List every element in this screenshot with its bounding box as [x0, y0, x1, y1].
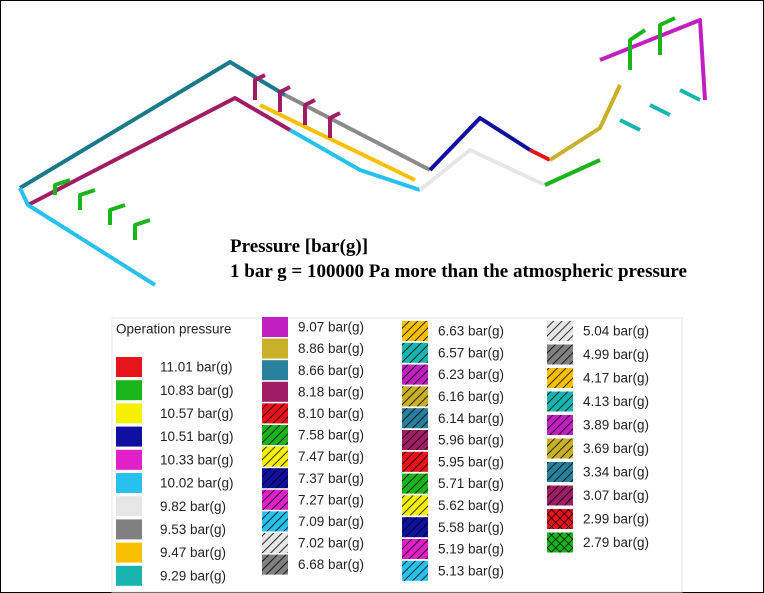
legend-swatch-pattern [547, 415, 573, 435]
legend-swatch [116, 450, 142, 470]
legend-label: 5.58 bar(g) [438, 520, 504, 535]
legend-swatch-pattern [402, 474, 428, 494]
legend-swatch-pattern [402, 430, 428, 450]
legend-swatch-pattern [262, 447, 288, 467]
legend-swatch [116, 566, 142, 586]
legend-label: 5.71 bar(g) [438, 476, 504, 491]
legend-label: 7.27 bar(g) [298, 492, 364, 507]
legend-swatch-pattern [547, 486, 573, 506]
legend-label: 4.17 bar(g) [583, 371, 649, 386]
legend-label: 3.69 bar(g) [583, 441, 649, 456]
legend-label: 6.14 bar(g) [438, 411, 504, 426]
legend-label: 9.47 bar(g) [160, 545, 226, 560]
annotation-note: 1 bar g = 100000 Pa more than the atmosp… [230, 261, 687, 282]
legend-swatch [116, 403, 142, 423]
legend-swatch [116, 357, 142, 377]
legend-label: 6.57 bar(g) [438, 345, 504, 360]
legend-label: 2.99 bar(g) [583, 512, 649, 527]
legend-swatch [262, 360, 288, 380]
legend-swatch-pattern [402, 495, 428, 515]
legend-title: Operation pressure [116, 322, 232, 337]
legend-swatch-pattern [262, 468, 288, 488]
legend-swatch-pattern [547, 345, 573, 365]
legend-label: 7.37 bar(g) [298, 471, 364, 486]
legend-swatch [116, 496, 142, 516]
legend-label: 5.96 bar(g) [438, 433, 504, 448]
legend-label: 6.23 bar(g) [438, 367, 504, 382]
legend-label: 6.63 bar(g) [438, 324, 504, 339]
legend-swatch-pattern [402, 539, 428, 559]
legend-swatch [116, 427, 142, 447]
legend-label: 5.95 bar(g) [438, 454, 504, 469]
legend-swatch-pattern [547, 321, 573, 341]
legend-label: 2.79 bar(g) [583, 535, 649, 550]
legend-swatch [262, 382, 288, 402]
legend-label: 7.58 bar(g) [298, 428, 364, 443]
legend-label: 5.13 bar(g) [438, 563, 504, 578]
legend-label: 3.34 bar(g) [583, 465, 649, 480]
legend-label: 6.68 bar(g) [298, 557, 364, 572]
legend-swatch-pattern [402, 452, 428, 472]
legend-label: 7.02 bar(g) [298, 536, 364, 551]
legend-label: 9.07 bar(g) [298, 320, 364, 335]
legend-swatch [116, 380, 142, 400]
legend-label: 3.07 bar(g) [583, 488, 649, 503]
legend-label: 10.33 bar(g) [160, 452, 234, 467]
legend-swatch [116, 473, 142, 493]
legend-swatch-pattern [262, 555, 288, 575]
legend-label: 9.29 bar(g) [160, 568, 226, 583]
legend-label: 4.99 bar(g) [583, 347, 649, 362]
legend-label: 5.19 bar(g) [438, 542, 504, 557]
legend-swatch-pattern [262, 490, 288, 510]
legend-swatch-pattern [402, 343, 428, 363]
legend-swatch-pattern [402, 321, 428, 341]
legend-label: 5.04 bar(g) [583, 324, 649, 339]
legend-swatch-pattern [402, 408, 428, 428]
legend-label: 3.89 bar(g) [583, 418, 649, 433]
legend-label: 9.82 bar(g) [160, 499, 226, 514]
legend-label: 10.57 bar(g) [160, 406, 234, 421]
legend-label: 7.47 bar(g) [298, 449, 364, 464]
legend-swatch-pattern [262, 533, 288, 553]
legend-swatch [262, 317, 288, 337]
legend-swatch-pattern [547, 462, 573, 482]
legend-label: 6.16 bar(g) [438, 389, 504, 404]
legend-swatch-pattern [262, 511, 288, 531]
legend-label: 11.01 bar(g) [160, 360, 233, 375]
legend-swatch-pattern [402, 386, 428, 406]
legend-label: 5.62 bar(g) [438, 498, 504, 513]
legend-swatch-pattern [547, 392, 573, 412]
legend-label: 4.13 bar(g) [583, 394, 649, 409]
legend-label: 8.18 bar(g) [298, 384, 364, 399]
legend-label: 8.10 bar(g) [298, 406, 364, 421]
legend-swatch-pattern [402, 561, 428, 581]
legend-label: 7.09 bar(g) [298, 514, 364, 529]
legend-label: 8.66 bar(g) [298, 363, 364, 378]
figure: Pressure [bar(g)] 1 bar g = 100000 Pa mo… [0, 0, 764, 593]
drawing-area [10, 8, 750, 298]
legend-swatch-pattern [547, 509, 573, 529]
legend-swatch-pattern [402, 517, 428, 537]
legend-swatch-pattern [262, 425, 288, 445]
legend-swatch-pattern [547, 439, 573, 459]
legend-swatch [262, 339, 288, 359]
annotation-title: Pressure [bar(g)] [230, 236, 368, 257]
legend-label: 10.51 bar(g) [160, 429, 234, 444]
legend-label: 10.02 bar(g) [160, 476, 234, 491]
legend-swatch-pattern [402, 365, 428, 385]
legend-swatch-pattern [262, 403, 288, 423]
legend-swatch [116, 519, 142, 539]
legend-label: 9.53 bar(g) [160, 522, 226, 537]
legend-swatch-pattern [547, 368, 573, 388]
legend-label: 10.83 bar(g) [160, 383, 234, 398]
legend-swatch [116, 543, 142, 563]
legend-swatch-pattern [547, 533, 573, 553]
legend-label: 8.86 bar(g) [298, 341, 364, 356]
